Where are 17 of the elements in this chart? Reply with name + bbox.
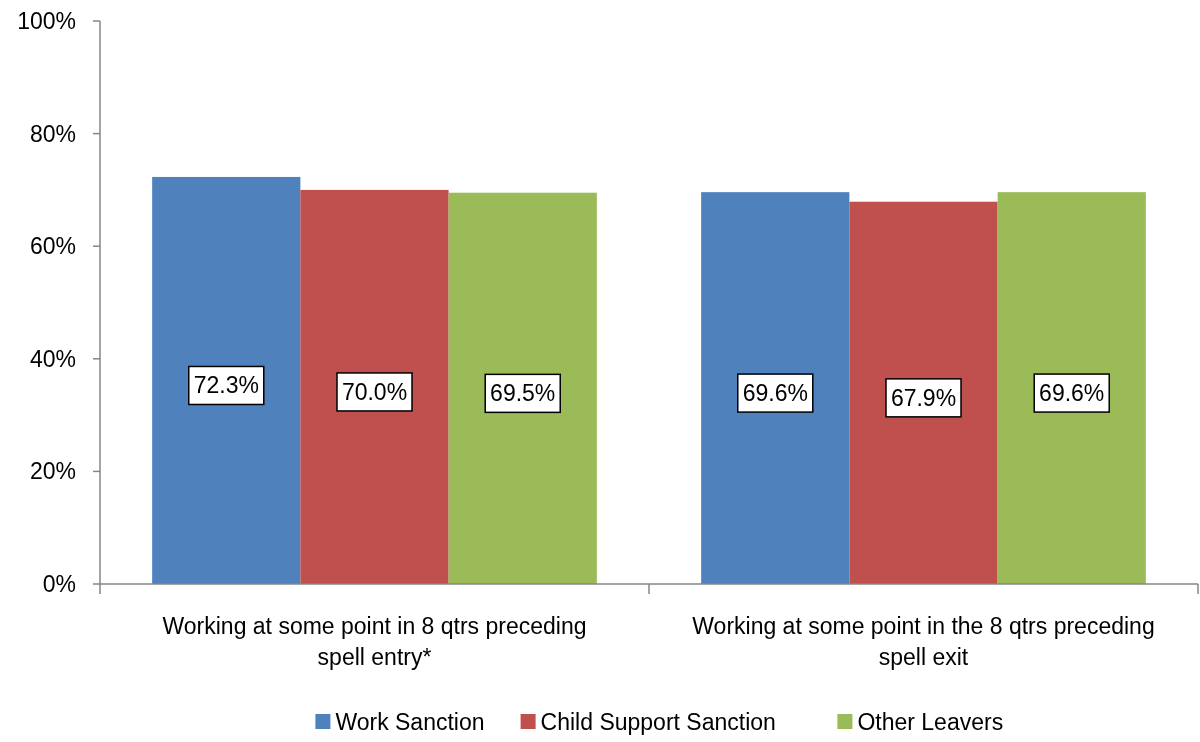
data-label: 69.6% (742, 380, 808, 407)
y-tick-label: 0% (42, 571, 76, 597)
x-tick-label: Working at some point in the 8 qtrs preceding spell exit (692, 613, 1155, 670)
legend-label: Other Leavers (857, 709, 1004, 735)
legend-label: Child Support Sanction (540, 709, 776, 735)
y-tick-label: 100% (17, 8, 76, 34)
y-tick-label: 80% (29, 120, 76, 147)
data-label: 70.0% (341, 378, 408, 405)
data-label: 67.9% (890, 384, 957, 411)
data-label: 69.5% (490, 380, 556, 407)
y-tick-label: 40% (29, 345, 76, 372)
data-label: 72.3% (193, 372, 259, 399)
y-tick-label: 20% (29, 458, 76, 485)
y-tick-label: 60% (29, 233, 76, 260)
data-label: 69.6% (1039, 380, 1105, 407)
legend-label: Work Sanction (335, 709, 485, 735)
x-tick-label: Working at some point in 8 qtrs preceding spell entry* (162, 613, 587, 670)
